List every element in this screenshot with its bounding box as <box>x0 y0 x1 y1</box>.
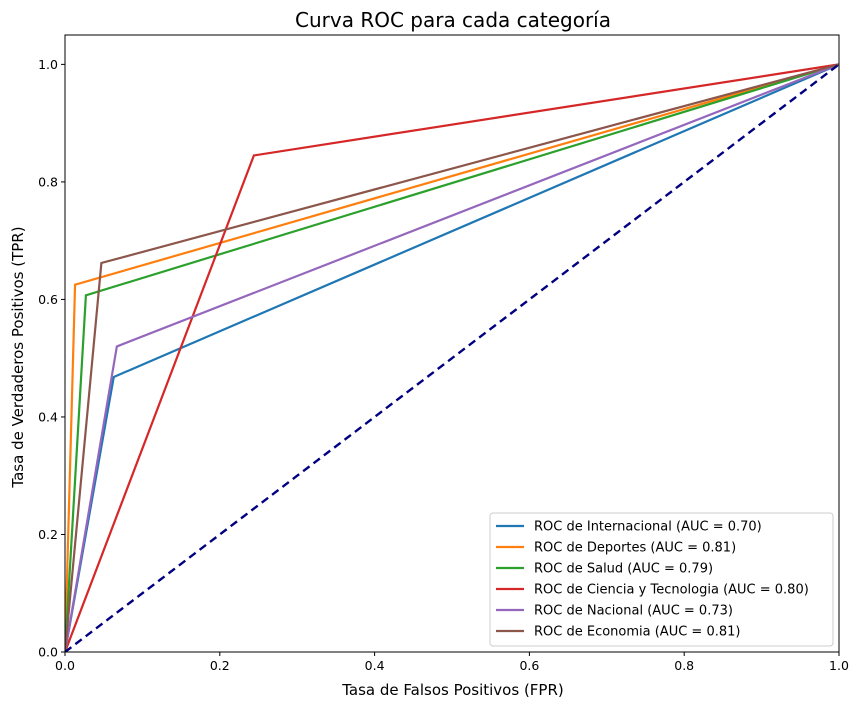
legend-label-5: ROC de Nacional (AUC = 0.73) <box>534 604 733 619</box>
plot-frame <box>64 34 840 653</box>
x-tick-label: 0.0 <box>55 658 75 673</box>
legend-label-6: ROC de Economia (AUC = 0.81) <box>534 625 740 640</box>
legend-label-3: ROC de Salud (AUC = 0.79) <box>534 562 713 577</box>
roc-line-4 <box>65 63 839 652</box>
legend: ROC de Internacional (AUC = 0.70) ROC de … <box>489 512 834 647</box>
series-group <box>65 63 839 652</box>
legend-label-2: ROC de Deportes (AUC = 0.81) <box>534 541 736 556</box>
plot-area <box>65 63 839 652</box>
y-tick-label: 0.0 <box>38 645 58 660</box>
y-axis-title: Tasa de Verdaderos Positivos (TPR) <box>9 226 27 488</box>
roc-line-3 <box>65 63 839 652</box>
roc-line-2 <box>65 63 839 652</box>
legend-label-4: ROC de Ciencia y Tecnologia (AUC = 0.80) <box>534 583 809 598</box>
legend-label-1: ROC de Internacional (AUC = 0.70) <box>534 520 762 535</box>
roc-line-5 <box>65 63 839 652</box>
y-tick-label: 0.2 <box>38 527 58 542</box>
axes: 0.0 0.2 0.4 0.6 0.8 1.0 0.0 0.2 0.4 0.6 0.8 1.0 <box>38 34 849 673</box>
diagonal-reference-line <box>65 63 839 652</box>
x-axis-title: Tasa de Falsos Positivos (FPR) <box>341 681 564 699</box>
y-tick-label: 0.8 <box>38 174 58 189</box>
x-tick-label: 0.8 <box>674 658 694 673</box>
y-tick-label: 1.0 <box>38 57 58 72</box>
x-tick-label: 1.0 <box>829 658 849 673</box>
roc-line-6 <box>65 63 839 652</box>
x-tick-label: 0.2 <box>210 658 230 673</box>
chart-title: Curva ROC para cada categoría <box>295 8 611 32</box>
legend-box <box>489 512 834 647</box>
x-tick-label: 0.6 <box>519 658 539 673</box>
x-tick-label: 0.4 <box>365 658 385 673</box>
y-tick-label: 0.6 <box>38 292 58 307</box>
y-tick-label: 0.4 <box>38 409 58 424</box>
